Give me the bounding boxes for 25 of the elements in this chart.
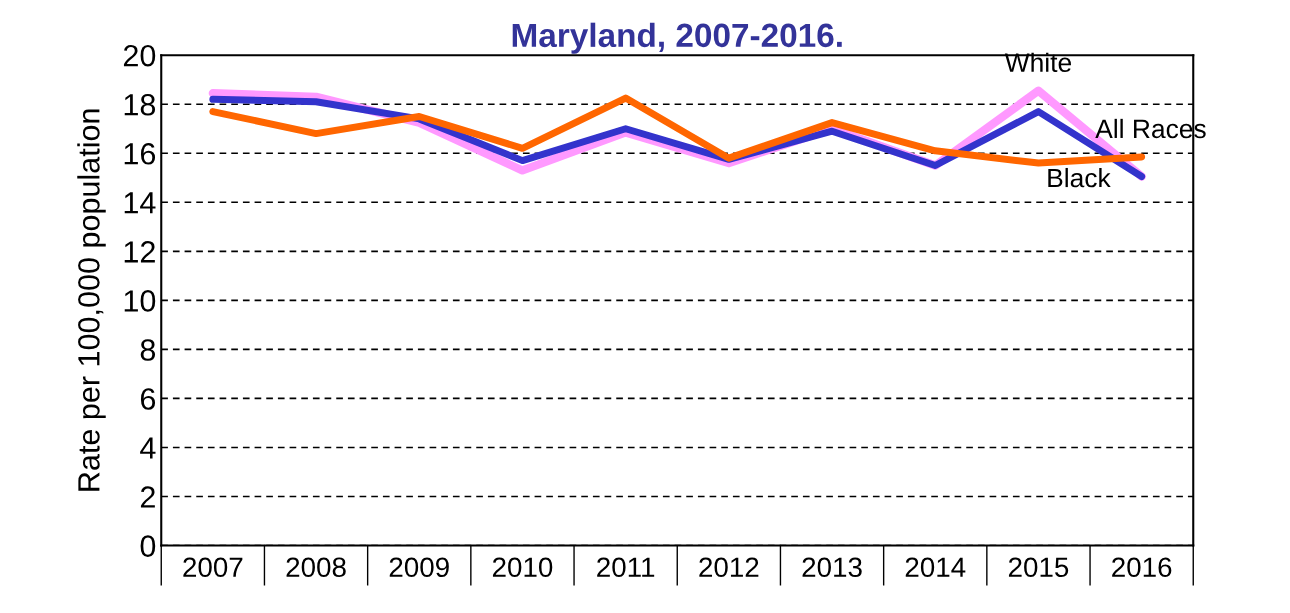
series-label: White bbox=[1004, 52, 1072, 73]
x-tick-label: 2007 bbox=[183, 557, 243, 578]
x-tick-label: 2012 bbox=[699, 557, 759, 578]
x-tick-label: 2014 bbox=[905, 557, 966, 578]
y-tick-label: 8 bbox=[140, 339, 156, 361]
y-tick-label: 6 bbox=[140, 388, 156, 410]
x-tick-label: 2016 bbox=[1112, 557, 1172, 578]
y-tick-label: 18 bbox=[124, 93, 156, 116]
y-tick-label: 4 bbox=[140, 437, 156, 459]
y-tick-label: 12 bbox=[124, 241, 155, 263]
y-tick-label: 16 bbox=[124, 142, 156, 165]
series-label: Black bbox=[1048, 167, 1111, 188]
x-tick-label: 2013 bbox=[802, 557, 862, 578]
x-tick-label: 2011 bbox=[597, 557, 655, 578]
y-tick-label: 2 bbox=[140, 486, 155, 508]
y-axis-title: Rate per 100,000 population bbox=[77, 109, 106, 491]
chart-title: Maryland, 2007-2016. bbox=[512, 22, 842, 54]
y-tick-label: 20 bbox=[123, 44, 156, 67]
x-tick-label: 2015 bbox=[1008, 557, 1069, 578]
x-tick-label: 2009 bbox=[389, 557, 449, 578]
y-tick-label: 14 bbox=[124, 192, 156, 214]
y-tick-label: 10 bbox=[124, 290, 156, 312]
x-tick-label: 2008 bbox=[286, 557, 346, 578]
y-tick-label: 0 bbox=[140, 535, 156, 557]
x-tick-label: 2010 bbox=[492, 557, 553, 578]
